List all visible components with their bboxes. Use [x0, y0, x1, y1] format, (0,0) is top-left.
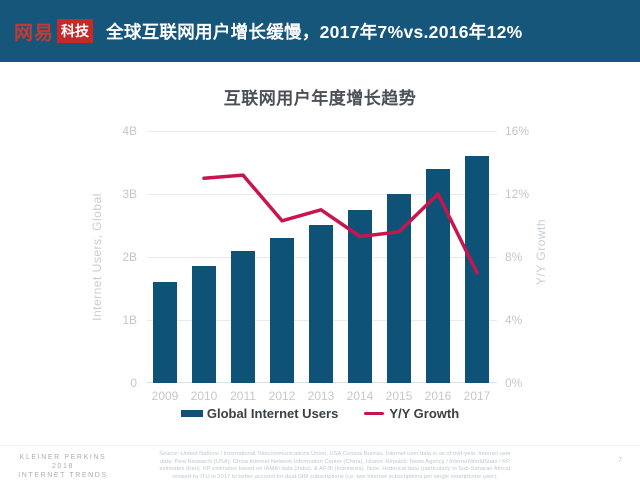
bar-2011 — [231, 251, 255, 383]
right-axis-ticks: 0% 4% 8% 12% 16% — [505, 124, 545, 390]
netease-logo-text: 网易 — [14, 22, 55, 44]
bar-2009 — [153, 282, 177, 383]
x-label-2009: 2009 — [151, 389, 179, 403]
left-tick-2B: 2B — [122, 250, 137, 264]
tech-badge: 科技 — [57, 19, 94, 43]
bar-series-swatch — [180, 410, 203, 417]
x-label-2010: 2010 — [190, 389, 218, 403]
chart-plot — [147, 131, 497, 383]
bar-2010 — [192, 266, 216, 383]
x-label-2011: 2011 — [230, 389, 256, 403]
footer: KLEINER PERKINS 2018 INTERNET TRENDS Sou… — [0, 445, 640, 480]
bar-2013 — [309, 225, 333, 383]
chart-title: 互联网用户年度增长趋势 — [223, 89, 417, 108]
left-tick-4B: 4B — [122, 124, 137, 138]
x-axis-labels: 2009 2010 2011 2012 2013 2014 2015 2016 2017 — [147, 389, 497, 403]
x-label-2016: 2016 — [424, 389, 452, 403]
source-line: data: Pew Research (USA), China Internet… — [160, 458, 510, 465]
right-tick-0%: 0% — [505, 376, 523, 390]
source-line: estimates (Iran). KP estimates based on … — [159, 466, 511, 472]
x-label-2013: 2013 — [307, 389, 335, 403]
netease-tech-logo: 网易 科技 — [14, 18, 94, 45]
brand-line: INTERNET TRENDS — [18, 472, 108, 479]
left-axis-ticks: 0 1B 2B 3B 4B — [100, 124, 137, 390]
page-number: 7 — [618, 457, 622, 464]
page-title: 全球互联网用户增长缓慢，2017年7%vs.2016年12% — [106, 21, 523, 42]
x-label-2014: 2014 — [346, 389, 374, 403]
right-tick-4%: 4% — [505, 313, 523, 327]
brand-line: KLEINER PERKINS — [19, 454, 107, 461]
right-tick-16%: 16% — [505, 124, 530, 138]
x-label-2015: 2015 — [385, 389, 413, 403]
line-series-label: Y/Y Growth — [389, 406, 460, 421]
source-line: revised by ITU in 2017 to better account… — [172, 473, 498, 480]
bar-series-label: Global Internet Users — [206, 406, 339, 421]
bar-2014 — [348, 210, 372, 383]
kleiner-perkins-brand: KLEINER PERKINS 2018 INTERNET TRENDS — [8, 453, 118, 480]
left-tick-0: 0 — [130, 376, 137, 390]
header: 网易 科技 全球互联网用户增长缓慢，2017年7%vs.2016年12% — [0, 0, 640, 62]
source-line: Source: United Nations / International T… — [159, 451, 511, 457]
right-tick-8%: 8% — [505, 250, 523, 264]
gridline — [147, 194, 497, 195]
left-tick-3B: 3B — [122, 187, 137, 201]
right-tick-12%: 12% — [505, 187, 530, 201]
brand-line: 2018 — [52, 463, 74, 470]
growth-line — [202, 173, 479, 275]
bar-2012 — [270, 238, 294, 383]
source-note: Source: United Nations / International T… — [125, 451, 545, 480]
line-series-swatch — [364, 411, 385, 416]
gridline — [147, 131, 497, 132]
x-label-2012: 2012 — [268, 389, 296, 403]
chart-legend: Global Internet Users Y/Y Growth — [0, 406, 640, 421]
left-tick-1B: 1B — [122, 313, 137, 327]
x-label-2017: 2017 — [463, 389, 491, 403]
bar-2016 — [426, 169, 450, 383]
